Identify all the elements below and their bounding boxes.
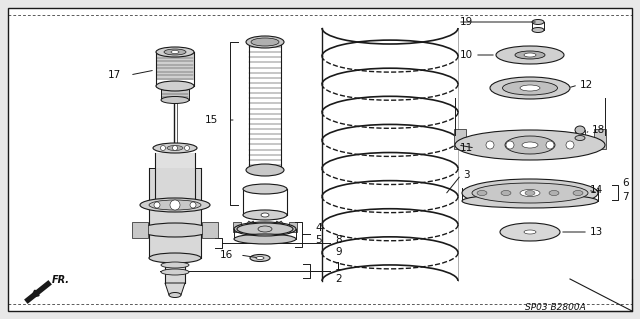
Polygon shape xyxy=(165,283,185,295)
Text: 5: 5 xyxy=(315,235,322,245)
Ellipse shape xyxy=(161,269,189,275)
Bar xyxy=(594,129,606,149)
Text: 7: 7 xyxy=(622,192,628,202)
Ellipse shape xyxy=(462,194,598,208)
Bar xyxy=(289,222,297,232)
Text: 18: 18 xyxy=(592,125,605,135)
Ellipse shape xyxy=(243,184,287,194)
Ellipse shape xyxy=(573,190,583,196)
Text: 9: 9 xyxy=(335,247,342,257)
Ellipse shape xyxy=(164,49,186,55)
Bar xyxy=(454,129,466,149)
Ellipse shape xyxy=(525,190,535,196)
Text: 19: 19 xyxy=(460,17,473,27)
Text: 2: 2 xyxy=(335,274,342,284)
Ellipse shape xyxy=(256,256,264,259)
Bar xyxy=(161,86,189,100)
Bar xyxy=(244,221,257,233)
Bar xyxy=(233,222,241,232)
Text: 8: 8 xyxy=(335,235,342,245)
Text: 6: 6 xyxy=(622,178,628,188)
Text: 3: 3 xyxy=(463,170,470,180)
Bar xyxy=(149,168,201,258)
Bar xyxy=(202,222,218,238)
Ellipse shape xyxy=(251,38,279,46)
Ellipse shape xyxy=(496,46,564,64)
Text: 12: 12 xyxy=(580,80,593,90)
Ellipse shape xyxy=(237,223,293,235)
Ellipse shape xyxy=(490,77,570,99)
Ellipse shape xyxy=(532,27,544,33)
Ellipse shape xyxy=(515,51,545,59)
Ellipse shape xyxy=(246,164,284,176)
Ellipse shape xyxy=(462,179,598,207)
Text: 17: 17 xyxy=(108,70,121,80)
Circle shape xyxy=(184,145,189,151)
Ellipse shape xyxy=(500,223,560,241)
Text: 1: 1 xyxy=(335,262,342,272)
Bar xyxy=(165,258,185,283)
Ellipse shape xyxy=(472,183,588,203)
Ellipse shape xyxy=(520,85,540,91)
Ellipse shape xyxy=(502,81,557,95)
Text: 15: 15 xyxy=(205,115,218,125)
Ellipse shape xyxy=(149,253,201,263)
Ellipse shape xyxy=(156,81,194,91)
Ellipse shape xyxy=(501,190,511,196)
Ellipse shape xyxy=(532,19,544,25)
Ellipse shape xyxy=(167,145,183,151)
Bar xyxy=(132,222,148,238)
Circle shape xyxy=(161,145,166,151)
Text: 14: 14 xyxy=(590,185,604,195)
Text: 4: 4 xyxy=(315,223,322,233)
Circle shape xyxy=(546,141,554,149)
Ellipse shape xyxy=(524,230,536,234)
Text: 11: 11 xyxy=(460,143,473,153)
Ellipse shape xyxy=(575,136,585,140)
Ellipse shape xyxy=(477,190,487,196)
Ellipse shape xyxy=(522,142,538,148)
Bar xyxy=(273,221,285,233)
Bar xyxy=(156,52,194,80)
Circle shape xyxy=(566,141,574,149)
Circle shape xyxy=(154,202,160,208)
Ellipse shape xyxy=(520,189,540,197)
Ellipse shape xyxy=(140,198,210,212)
Ellipse shape xyxy=(243,210,287,220)
Ellipse shape xyxy=(505,136,555,154)
Ellipse shape xyxy=(549,190,559,196)
Ellipse shape xyxy=(153,143,197,153)
Ellipse shape xyxy=(161,97,189,103)
Ellipse shape xyxy=(524,53,536,57)
Ellipse shape xyxy=(156,47,194,57)
Ellipse shape xyxy=(575,126,585,134)
Bar xyxy=(273,221,285,233)
Text: 13: 13 xyxy=(590,227,604,237)
Ellipse shape xyxy=(250,255,270,262)
Circle shape xyxy=(506,141,514,149)
Bar xyxy=(155,153,195,205)
Bar xyxy=(244,221,257,233)
Circle shape xyxy=(486,141,494,149)
Ellipse shape xyxy=(149,200,201,210)
Text: 16: 16 xyxy=(220,250,233,260)
Ellipse shape xyxy=(161,262,189,268)
Ellipse shape xyxy=(261,213,269,217)
Circle shape xyxy=(173,145,177,151)
Ellipse shape xyxy=(455,130,605,160)
Ellipse shape xyxy=(169,293,181,298)
Ellipse shape xyxy=(171,50,179,54)
Text: 10: 10 xyxy=(460,50,473,60)
Circle shape xyxy=(170,200,180,210)
Ellipse shape xyxy=(246,36,284,48)
Text: SP03 B2800A: SP03 B2800A xyxy=(525,303,586,313)
Text: FR.: FR. xyxy=(52,275,70,285)
Ellipse shape xyxy=(258,226,272,232)
Ellipse shape xyxy=(234,234,296,244)
Ellipse shape xyxy=(140,223,210,237)
Circle shape xyxy=(190,202,196,208)
